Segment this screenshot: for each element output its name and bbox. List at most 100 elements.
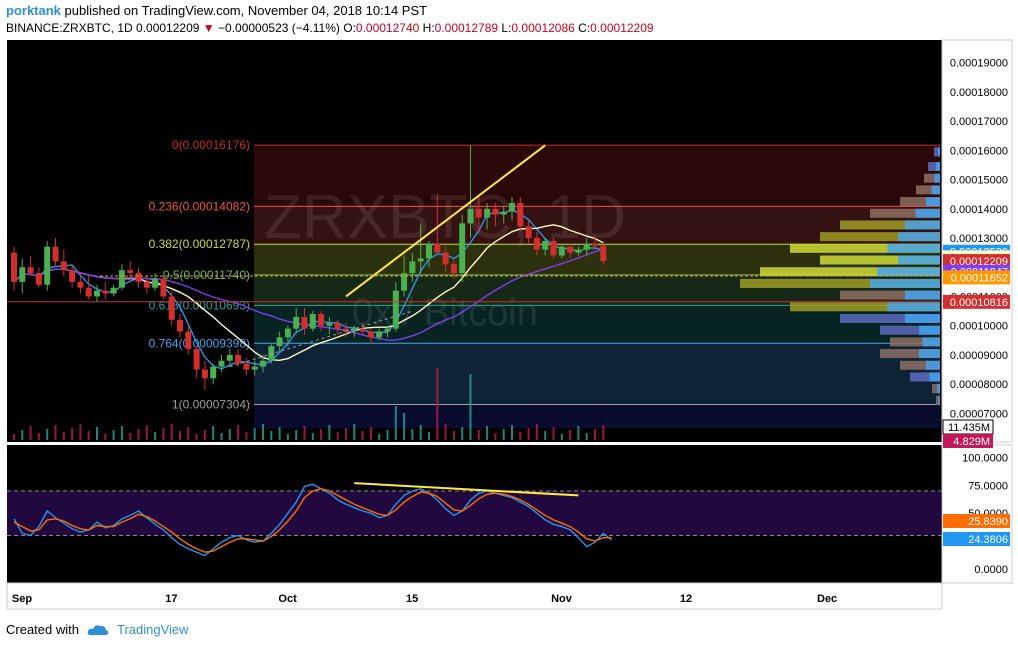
- volume-tag: [943, 434, 993, 448]
- volume-bar: [303, 426, 306, 440]
- candle-body: [426, 243, 432, 259]
- rsi-value-label: 24.3806: [968, 534, 1008, 546]
- candle-body: [500, 211, 507, 215]
- candle-body: [359, 328, 366, 332]
- volume-profile-bar: [928, 162, 940, 171]
- volume-profile-bar: [840, 220, 940, 230]
- volume-bar: [46, 429, 49, 440]
- rsi-series-line: [13, 487, 612, 553]
- volume-profile-bar: [926, 360, 940, 370]
- volume-profile-bar: [760, 267, 940, 277]
- rsi-value-tag: [943, 532, 1010, 546]
- price-tag: [943, 254, 1010, 269]
- fib-label: 1(0.00007304): [172, 397, 250, 411]
- volume-bar: [320, 429, 323, 440]
- candle-body: [475, 208, 482, 218]
- volume-bar: [129, 433, 132, 440]
- time-axis[interactable]: [6, 582, 943, 610]
- candle-body: [110, 287, 117, 294]
- last-price: 0.00012209: [136, 21, 200, 35]
- candle-body: [201, 369, 208, 379]
- candle-body: [35, 273, 42, 285]
- candle-body: [517, 202, 524, 227]
- volume-profile-bar: [880, 325, 940, 335]
- candle-body: [401, 273, 408, 291]
- volume-profile-bar: [887, 302, 940, 312]
- volume-bar: [594, 429, 596, 440]
- price-tick-label: 0.00007000: [950, 408, 1008, 420]
- moving-average-line: [13, 248, 604, 341]
- candle-body: [351, 328, 358, 332]
- volume-bar: [13, 434, 15, 440]
- volume-bar: [71, 428, 74, 440]
- volume-profile-bar: [877, 267, 940, 277]
- volume-bar: [461, 427, 464, 440]
- candle-body: [600, 245, 607, 262]
- volume-profile-bar: [937, 384, 940, 394]
- volume-bar: [154, 432, 157, 440]
- volume-profile-bar: [870, 208, 940, 218]
- volume-bar: [428, 432, 430, 440]
- candle-body: [193, 349, 200, 370]
- close-label: C:: [578, 21, 591, 35]
- candle-body: [484, 208, 491, 218]
- price-tick-label: 0.00016000: [950, 145, 1008, 157]
- volume-bar: [361, 431, 364, 440]
- watermark-symbol: ZRXBTC, 1D: [264, 183, 626, 252]
- tradingview-link[interactable]: TradingView: [116, 622, 189, 637]
- candle-body: [309, 314, 316, 329]
- volume-bar: [436, 368, 439, 440]
- rsi-series-line: [13, 483, 613, 557]
- volume-bar: [544, 431, 547, 440]
- volume-profile-bar: [934, 147, 940, 157]
- volume-profile-bar: [840, 314, 940, 323]
- price-tick-label: 0.00013000: [950, 233, 1008, 245]
- volume-profile-bar: [790, 302, 940, 312]
- price-axis[interactable]: [941, 39, 1013, 443]
- candle-body: [467, 208, 474, 224]
- candle-body: [542, 240, 549, 250]
- time-tick-label: Dec: [817, 593, 837, 605]
- price-pane[interactable]: [7, 40, 942, 442]
- volume-bar: [502, 429, 505, 440]
- author-link[interactable]: porktank: [6, 3, 61, 18]
- price-tag: [943, 270, 1010, 285]
- rsi-tick-label: 100.0000: [962, 453, 1008, 465]
- volume-profile-bar: [934, 173, 940, 183]
- rsi-tick-label: 0.0000: [974, 564, 1008, 576]
- volume-profile-bar: [932, 384, 940, 394]
- trendline-dashed: [229, 310, 413, 368]
- candle-body: [367, 331, 374, 338]
- rsi-trendline: [354, 482, 579, 497]
- fib-label: 0(0.00016176): [172, 138, 250, 152]
- candle-body: [60, 261, 67, 271]
- candle-body: [459, 223, 466, 274]
- volume-bar: [253, 428, 256, 440]
- volume-bar: [345, 428, 347, 440]
- candle-body: [226, 354, 233, 361]
- candle-body: [168, 296, 175, 320]
- rsi-value-label: 25.8390: [968, 516, 1008, 528]
- low-value: 0.00012086: [511, 21, 575, 35]
- volume-tag-label: 11.435M: [948, 422, 990, 434]
- rsi-pane[interactable]: [7, 445, 942, 583]
- fib-label: 0.382(0.00012787): [149, 237, 250, 251]
- volume-bar: [353, 424, 356, 440]
- volume-bar: [519, 432, 522, 440]
- candle-body: [268, 346, 275, 361]
- volume-profile-bar: [900, 197, 940, 207]
- volume-bar: [245, 432, 248, 440]
- time-tick-label: 12: [680, 593, 692, 605]
- volume-bar: [328, 425, 331, 440]
- candle-body: [69, 270, 76, 282]
- volume-bar: [286, 434, 289, 440]
- candle-body: [567, 246, 574, 253]
- candle-body: [417, 258, 424, 262]
- volume-tag-label: 4.829M: [953, 436, 990, 448]
- volume-bar: [262, 424, 264, 440]
- symbol-ohlc-line: BINANCE:ZRXBTC, 1D 0.00012209 ▼ −0.00000…: [6, 21, 654, 35]
- volume-bar: [311, 433, 314, 440]
- volume-bar: [577, 426, 580, 440]
- fib-zone: [254, 145, 940, 207]
